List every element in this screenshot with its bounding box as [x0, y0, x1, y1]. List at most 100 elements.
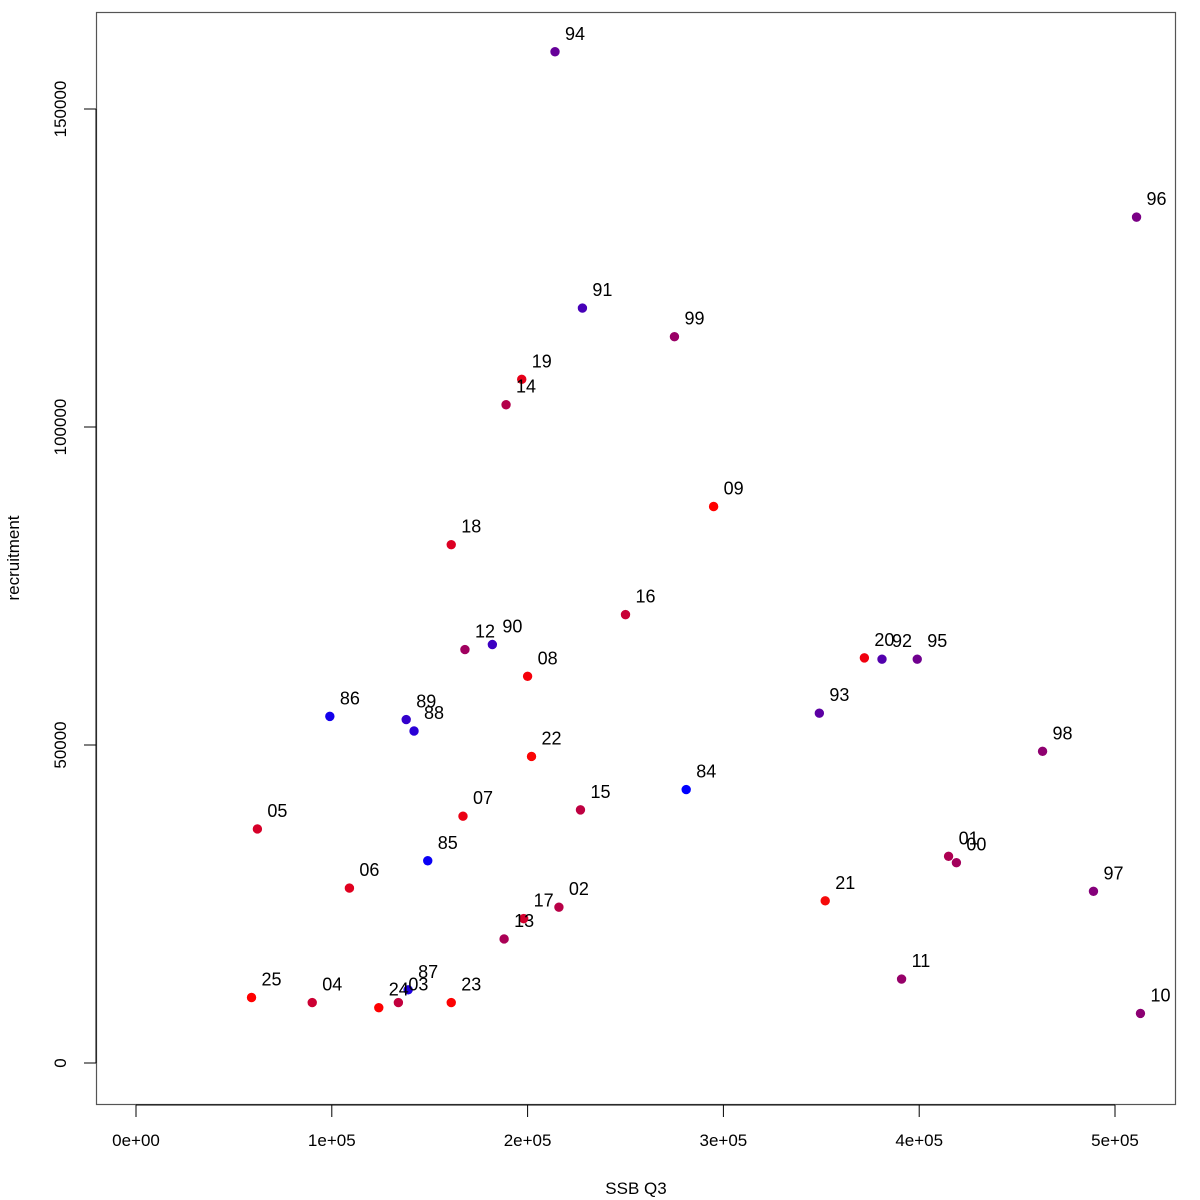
data-point — [499, 934, 509, 944]
data-point — [554, 902, 564, 912]
data-point — [951, 857, 962, 868]
data-point — [344, 883, 355, 893]
data-point-label: 93 — [829, 685, 849, 705]
data-point — [522, 671, 533, 682]
x-tick-label: 3e+05 — [700, 1131, 748, 1150]
data-point-label: 90 — [502, 617, 522, 637]
x-axis-title: SSB Q3 — [605, 1179, 666, 1198]
data-point-label: 03 — [408, 975, 428, 995]
data-point — [393, 997, 404, 1008]
data-point-label: 19 — [532, 351, 552, 371]
data-point-label: 16 — [636, 587, 656, 607]
data-point-label: 17 — [534, 891, 554, 911]
data-point — [307, 997, 317, 1008]
data-point-label: 05 — [267, 801, 287, 821]
x-tick-label: 2e+05 — [504, 1131, 552, 1150]
y-axis: 0 50000 100000 150000 — [51, 81, 97, 1068]
data-point — [577, 303, 588, 313]
data-point-label: 23 — [461, 975, 481, 995]
data-point-label: 04 — [322, 975, 342, 995]
data-point-label: 89 — [416, 692, 436, 712]
data-point — [487, 639, 498, 650]
data-point-label: 96 — [1147, 189, 1167, 209]
data-point — [325, 711, 335, 722]
data-point-label: 88 — [424, 703, 444, 723]
data-point-label: 13 — [514, 911, 534, 931]
data-point-label: 09 — [724, 479, 744, 499]
data-point — [252, 824, 263, 834]
data-point-label: 07 — [473, 788, 493, 808]
data-point-label: 86 — [340, 688, 360, 708]
data-point — [1131, 212, 1142, 222]
data-point — [401, 714, 411, 725]
x-tick-label: 5e+05 — [1091, 1131, 1139, 1150]
data-point — [1135, 1008, 1146, 1019]
data-point — [423, 856, 433, 866]
data-point — [1088, 886, 1099, 896]
data-point-label: 84 — [696, 762, 716, 782]
data-points — [246, 47, 1146, 1019]
data-point — [403, 985, 413, 995]
data-point-label: 12 — [475, 622, 495, 642]
data-point — [896, 974, 907, 984]
data-point-label: 87 — [418, 962, 438, 982]
data-point-label: 02 — [569, 879, 589, 899]
data-point-label: 85 — [438, 833, 458, 853]
data-point-label: 95 — [927, 631, 947, 651]
data-point — [814, 708, 825, 718]
data-point — [460, 644, 470, 655]
data-point-label: 92 — [892, 631, 912, 651]
data-point-label: 98 — [1053, 723, 1073, 743]
data-point — [409, 726, 419, 736]
data-point-label: 21 — [835, 873, 855, 893]
data-point — [681, 784, 691, 795]
data-point-label: 91 — [592, 280, 612, 300]
data-point — [518, 913, 529, 924]
data-point-label: 22 — [542, 728, 562, 748]
data-point-label: 18 — [461, 517, 481, 537]
data-point — [550, 47, 560, 57]
data-point-label: 14 — [516, 377, 536, 397]
data-point — [708, 501, 719, 512]
data-point — [446, 539, 456, 550]
data-point-label: 08 — [538, 648, 558, 668]
data-point-label: 10 — [1150, 985, 1170, 1005]
data-point — [446, 997, 456, 1008]
data-point-label: 24 — [389, 980, 409, 1000]
data-point — [859, 653, 870, 663]
data-point — [374, 1002, 384, 1013]
plot-frame-group — [95, 11, 1177, 1106]
data-point-label: 00 — [966, 835, 986, 855]
y-tick-label: 50000 — [51, 721, 70, 768]
x-axis: 0e+00 1e+05 2e+05 3e+05 4e+05 5e+05 — [112, 1104, 1139, 1150]
data-point-label: 25 — [262, 969, 282, 989]
y-tick-label: 100000 — [51, 399, 70, 456]
data-point — [501, 400, 511, 410]
y-axis-title: recruitment — [4, 515, 23, 600]
data-point — [575, 805, 586, 815]
data-point — [246, 992, 257, 1003]
data-point-label: 97 — [1103, 863, 1123, 883]
data-point-label: 11 — [912, 951, 931, 971]
data-point-label: 94 — [565, 24, 585, 44]
data-point-label: 06 — [359, 860, 379, 880]
y-tick-label: 0 — [51, 1058, 70, 1067]
x-tick-label: 0e+00 — [112, 1131, 160, 1150]
data-point — [912, 654, 922, 664]
data-point — [517, 374, 527, 385]
data-point — [669, 331, 680, 342]
data-point-label: 99 — [684, 309, 704, 329]
data-point — [820, 896, 830, 906]
data-point-label: 20 — [874, 630, 894, 650]
data-point-label: 15 — [590, 782, 610, 802]
data-point — [877, 654, 887, 664]
data-point-label: 01 — [959, 828, 979, 848]
data-point — [620, 609, 631, 620]
x-tick-label: 1e+05 — [308, 1131, 356, 1150]
data-point — [526, 751, 537, 762]
x-tick-label: 4e+05 — [895, 1131, 943, 1150]
data-point — [943, 851, 954, 862]
data-point — [1037, 746, 1048, 757]
